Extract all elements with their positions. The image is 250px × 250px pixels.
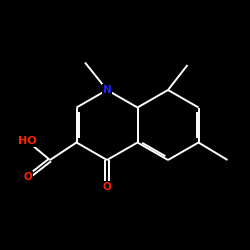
Text: O: O [103, 182, 112, 192]
Text: HO: HO [18, 136, 37, 146]
Text: O: O [23, 172, 32, 182]
Text: N: N [103, 85, 112, 95]
